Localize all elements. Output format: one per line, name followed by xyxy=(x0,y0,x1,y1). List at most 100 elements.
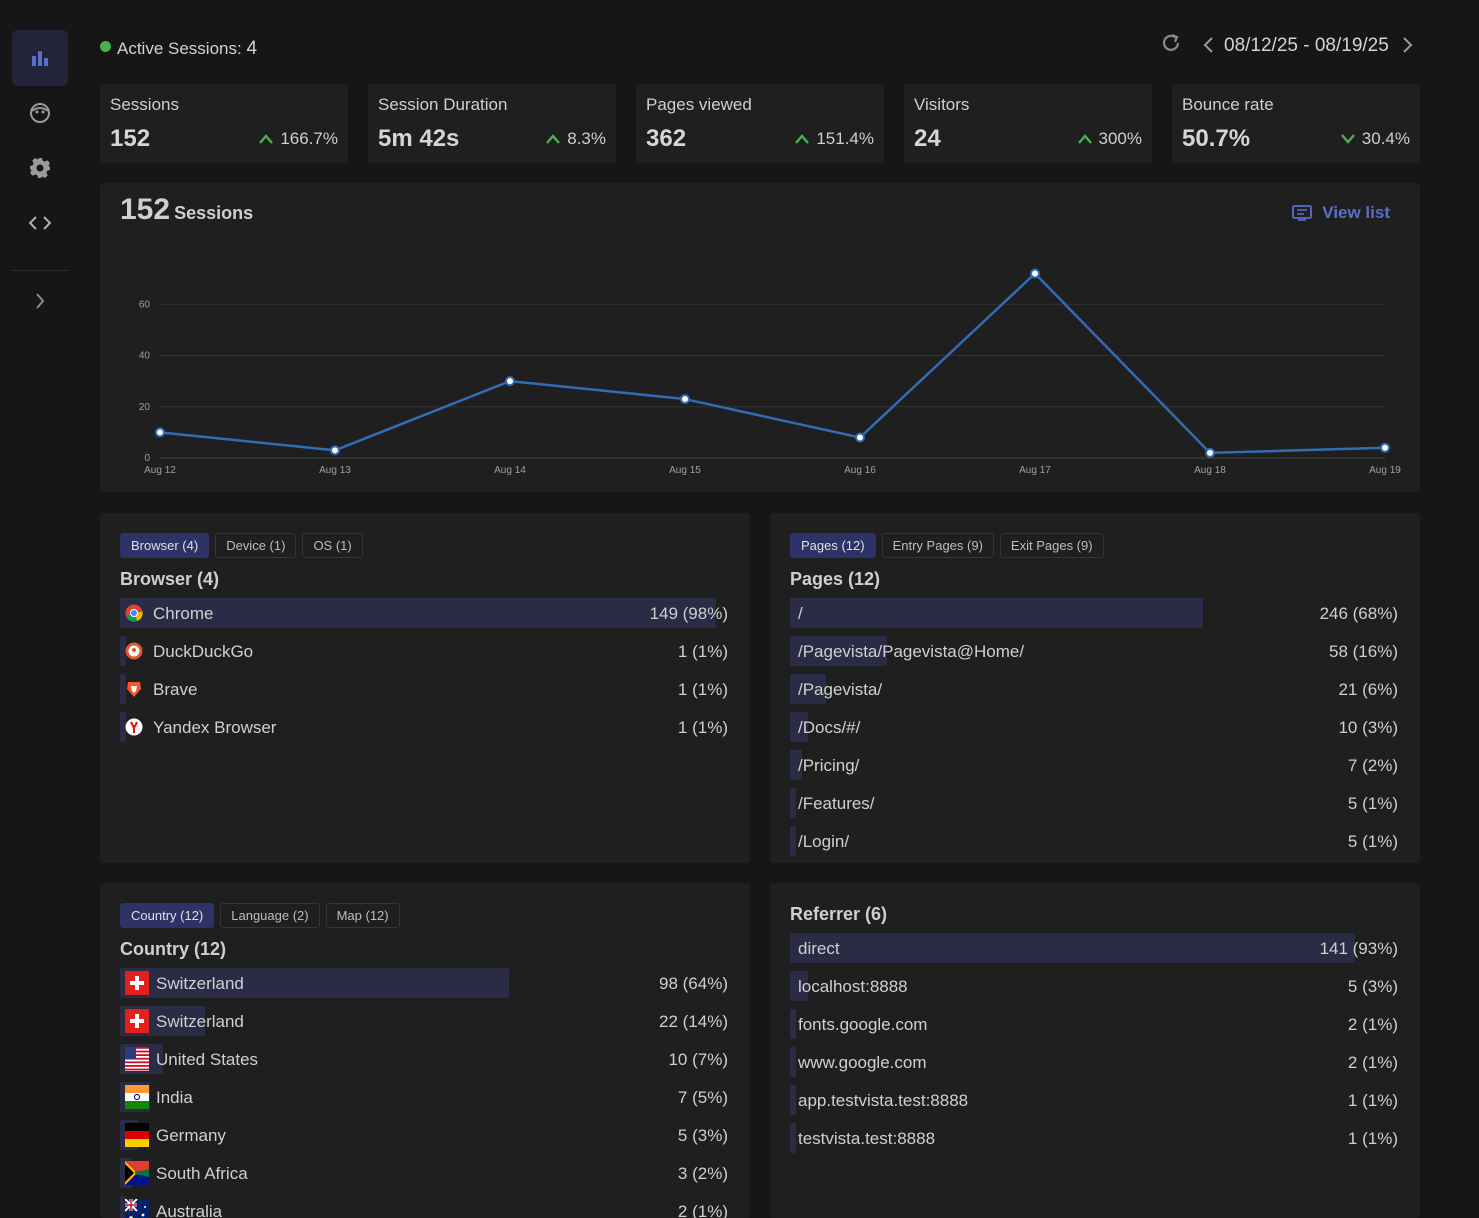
sidebar-expand-button[interactable] xyxy=(12,273,68,329)
list-item-value: 5 (1%) xyxy=(1347,794,1398,813)
list-item[interactable]: app.testvista.test:8888 1 (1%) xyxy=(790,1085,1398,1115)
list-item[interactable]: Switzerland 98 (64%) xyxy=(120,968,728,998)
share-bar xyxy=(790,674,827,704)
share-bar xyxy=(790,1047,797,1077)
tab-country[interactable]: Country (12) xyxy=(120,903,215,928)
sidebar xyxy=(0,0,80,1218)
list-item[interactable]: Switzerland 22 (14%) xyxy=(120,1006,728,1036)
list-item-label: fonts.google.com xyxy=(798,1015,928,1034)
data-point[interactable] xyxy=(1030,268,1040,279)
yandex-icon xyxy=(125,718,143,736)
share-bar xyxy=(790,788,797,818)
sidebar-item-visitors[interactable] xyxy=(12,85,68,141)
list-item[interactable]: /Pagevista/21 (6%) xyxy=(790,674,1398,704)
list-item[interactable]: DuckDuckGo 1 (1%) xyxy=(120,636,728,666)
list-item-label: localhost:8888 xyxy=(798,977,908,996)
stat-card-change: 30.4% xyxy=(1340,129,1410,149)
stat-card: Visitors 24 300% xyxy=(904,84,1152,163)
list-item[interactable]: /Docs/#/ 10 (3%) xyxy=(790,712,1398,742)
list-item-label: testvista.test:8888 xyxy=(798,1129,936,1148)
list-item[interactable]: direct 141 (93%) xyxy=(790,933,1398,963)
country-panel-title: Country (12) xyxy=(120,939,227,959)
stat-card-title: Pages viewed xyxy=(646,95,752,114)
list-item-value: 3 (2%) xyxy=(677,1164,728,1183)
code-icon xyxy=(29,216,51,230)
list-item[interactable]: /Login/5 (1%) xyxy=(790,826,1398,856)
refresh-icon[interactable] xyxy=(1160,32,1182,54)
x-tick-label: Aug 15 xyxy=(669,465,701,476)
share-bar xyxy=(790,712,809,742)
list-item-label: app.testvista.test:8888 xyxy=(798,1091,969,1110)
list-item[interactable]: Germany 5 (3%) xyxy=(120,1120,728,1150)
tab-entry[interactable]: Entry Pages (9) xyxy=(881,533,994,558)
data-point[interactable] xyxy=(505,376,515,387)
country-panel: Country (12) Language (2) Map (12) Country… xyxy=(100,883,750,1218)
list-item-label: www.google.com xyxy=(798,1053,927,1072)
list-item-value: 1 (1%) xyxy=(677,642,728,661)
chevron-right-icon[interactable] xyxy=(1400,36,1414,54)
x-tick-label: Aug 18 xyxy=(1194,465,1226,476)
list-item-label: /Docs/#/ xyxy=(798,718,861,737)
list-item[interactable]: /Pricing/7 (2%) xyxy=(790,750,1398,780)
y-tick-label: 40 xyxy=(139,351,151,362)
share-bar xyxy=(790,636,888,666)
tab-map[interactable]: Map (12) xyxy=(325,903,400,928)
list-item[interactable]: United States 10 (7%) xyxy=(120,1044,728,1074)
stat-card-value: 152 xyxy=(110,125,151,152)
list-item[interactable]: Chrome 149 (98%) xyxy=(120,598,728,628)
trend-up-icon xyxy=(259,134,274,144)
stat-card-value: 362 xyxy=(646,125,687,152)
list-item[interactable]: / 246 (68%) xyxy=(790,598,1398,628)
list-item[interactable]: fonts.google.com 2 (1%) xyxy=(790,1009,1398,1039)
x-tick-label: Aug 17 xyxy=(1019,465,1051,476)
list-item-label: Yandex Browser xyxy=(153,718,277,737)
data-point[interactable] xyxy=(1380,442,1390,453)
list-item[interactable]: www.google.com 2 (1%) xyxy=(790,1047,1398,1077)
chevron-left-icon[interactable] xyxy=(1202,36,1216,54)
tab-language[interactable]: Language (2) xyxy=(220,903,320,928)
tab-browser[interactable]: Browser (4) xyxy=(120,533,210,558)
tab-device[interactable]: Device (1) xyxy=(215,533,297,558)
list-item-value: 149 (98%) xyxy=(649,604,728,623)
sidebar-item-settings[interactable] xyxy=(12,140,68,196)
list-item-label: Switzerland xyxy=(156,974,244,993)
list-item[interactable]: Australia 2 (1%) xyxy=(120,1196,728,1218)
trend-up-icon xyxy=(795,134,810,144)
date-range[interactable]: 08/12/25 - 08/19/25 xyxy=(1224,35,1389,56)
list-item[interactable]: India 7 (5%) xyxy=(120,1082,728,1112)
data-point[interactable] xyxy=(1205,447,1215,458)
sidebar-divider xyxy=(12,270,68,271)
list-item-value: 7 (5%) xyxy=(677,1088,728,1107)
list-item-label: Chrome xyxy=(153,604,214,623)
list-item[interactable]: South Africa 3 (2%) xyxy=(120,1158,728,1188)
swiss-flag-icon xyxy=(125,1009,149,1033)
list-item[interactable]: testvista.test:8888 1 (1%) xyxy=(790,1123,1398,1153)
sidebar-item-analytics[interactable] xyxy=(12,30,68,86)
list-item-label: Switzerland xyxy=(156,1012,244,1031)
data-point[interactable] xyxy=(855,432,865,443)
browser-panel: Browser (4) Device (1) OS (1) Browser (4) … xyxy=(100,513,750,863)
list-item-value: 10 (3%) xyxy=(1338,718,1398,737)
list-item[interactable]: Yandex Browser 1 (1%) xyxy=(120,712,728,742)
list-item-value: 246 (68%) xyxy=(1319,604,1398,623)
tab-os[interactable]: OS (1) xyxy=(302,533,363,558)
sidebar-item-embed-code[interactable] xyxy=(12,195,68,251)
share-bar xyxy=(790,971,809,1001)
list-item[interactable]: /Features/5 (1%) xyxy=(790,788,1398,818)
tab-pages[interactable]: Pages (12) xyxy=(790,533,876,558)
trend-up-icon xyxy=(1077,134,1092,144)
list-item[interactable]: localhost:8888 5 (3%) xyxy=(790,971,1398,1001)
australia-flag-icon xyxy=(125,1199,149,1218)
duckduckgo-icon xyxy=(125,642,143,660)
data-point[interactable] xyxy=(330,445,340,456)
data-point[interactable] xyxy=(155,427,165,438)
list-item-label: DuckDuckGo xyxy=(153,642,254,661)
list-item-value: 5 (1%) xyxy=(1347,832,1398,851)
list-item[interactable]: Brave 1 (1%) xyxy=(120,674,728,704)
data-point[interactable] xyxy=(680,394,690,405)
view-list-link[interactable]: View list xyxy=(1292,203,1390,223)
tab-exit[interactable]: Exit Pages (9) xyxy=(999,533,1104,558)
list-item[interactable]: /Pagevista/Pagevista@Home/58 (16%) xyxy=(790,636,1398,666)
active-sessions-count: 4 xyxy=(246,38,258,59)
list-item-label: South Africa xyxy=(156,1164,248,1183)
